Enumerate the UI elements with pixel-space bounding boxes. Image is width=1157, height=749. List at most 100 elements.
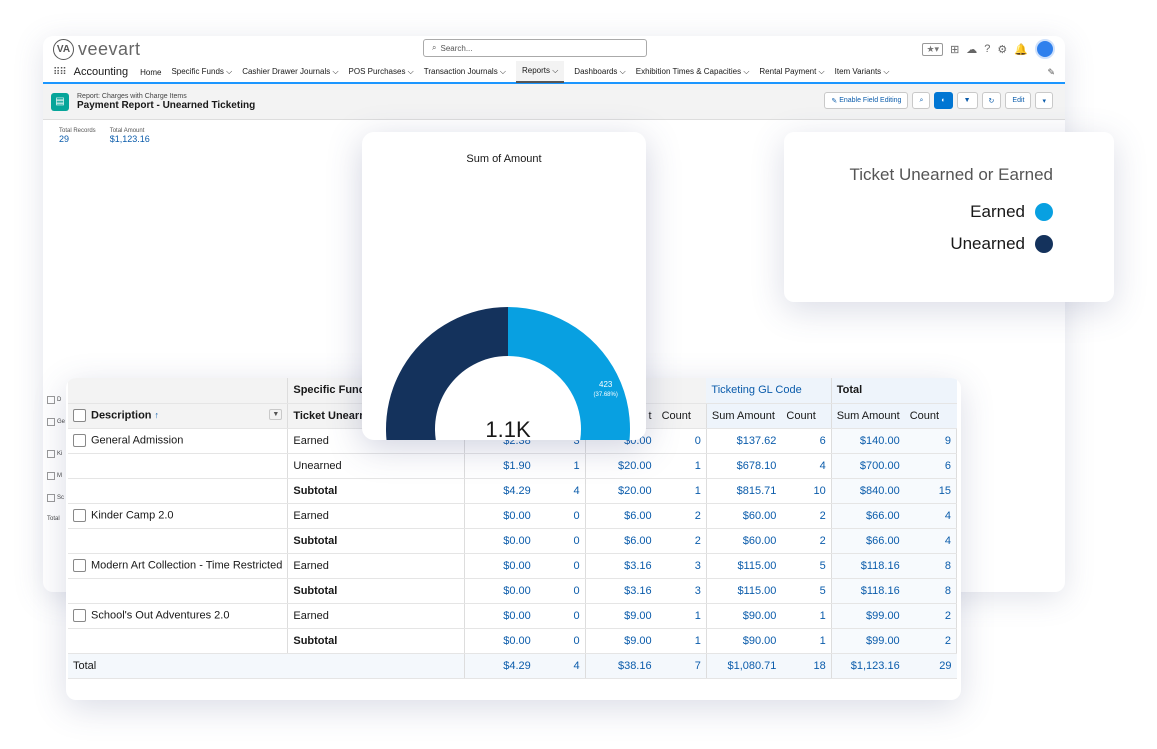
chart-legend-card: Ticket Unearned or Earned Earned Unearne… <box>784 132 1114 302</box>
description-cell[interactable]: Kinder Camp 2.0 <box>68 503 289 529</box>
total-cell: $4.29 <box>464 653 536 679</box>
nav-item-dashboards[interactable]: Dashboards ⌵ <box>574 67 626 76</box>
stub-text: Ki <box>57 451 63 457</box>
value-cell: $6.00 <box>585 528 657 554</box>
filter-button[interactable]: ▼ <box>956 92 978 109</box>
value-cell: $0.00 <box>464 528 536 554</box>
total-amount: Total Amount $1,123.16 <box>110 128 150 144</box>
value-cell: 15 <box>904 478 957 504</box>
ticket-type-cell: Earned <box>287 503 465 529</box>
row-checkbox[interactable] <box>73 434 86 447</box>
value-cell: 1 <box>656 628 707 654</box>
trailhead-icon[interactable]: ☁ <box>966 43 978 56</box>
app-nav-bar: ⠿⠿ Accounting Home Specific Funds ⌵ Cash… <box>43 61 1065 84</box>
search-report-button[interactable]: ⌕ <box>912 92 931 109</box>
donut-slice-earned[interactable] <box>508 307 630 440</box>
edit-button[interactable]: Edit <box>1005 92 1032 109</box>
value-cell: $60.00 <box>706 503 782 529</box>
add-plus-icon[interactable]: ⊞ <box>950 43 960 56</box>
value-cell: $700.00 <box>831 453 905 479</box>
value-cell: 6 <box>781 428 832 454</box>
table-total-row: Total $4.29 4 $38.16 7 $1,080.71 18 $1,1… <box>68 653 957 679</box>
group-header-ticketing-gl-code[interactable]: Ticketing GL Code <box>706 378 832 404</box>
favorites-star-icon[interactable]: ★▾ <box>922 42 944 56</box>
nav-item-cashier-drawer-journals[interactable]: Cashier Drawer Journals ⌵ <box>242 67 339 76</box>
slice-percent-label: (37.68%) <box>594 392 618 398</box>
value-cell: 0 <box>656 428 707 454</box>
table-row: Unearned $1.90 1 $20.00 1 $678.10 4 $700.00 6 <box>68 453 957 479</box>
column-menu-chevron-icon[interactable]: ▼ <box>269 409 283 420</box>
veevart-logo[interactable]: VA veevart <box>53 38 141 60</box>
edit-nav-pencil-icon[interactable]: ✎ <box>1047 67 1055 77</box>
value-cell: 2 <box>781 503 832 529</box>
notifications-bell-icon[interactable]: 🔔 <box>1014 43 1028 56</box>
value-cell: 5 <box>781 578 832 604</box>
row-checkbox[interactable] <box>47 472 55 480</box>
row-checkbox[interactable] <box>73 609 86 622</box>
description-cell[interactable]: School's Out Adventures 2.0 <box>68 603 289 629</box>
ticket-type-cell: Subtotal <box>287 578 465 604</box>
column-header-sum-amount[interactable]: Sum Amount <box>831 403 905 429</box>
value-cell: 3 <box>656 553 707 579</box>
setup-gear-icon[interactable]: ⚙ <box>997 43 1008 56</box>
chart-toggle-button[interactable]: ◐ <box>934 92 953 109</box>
description-cell[interactable]: General Admission <box>68 428 289 454</box>
row-checkbox[interactable] <box>47 494 55 502</box>
value-cell: 2 <box>904 603 957 629</box>
row-checkbox[interactable] <box>47 450 55 458</box>
nav-item-exhibition-times[interactable]: Exhibition Times & Capacities ⌵ <box>635 67 750 76</box>
value-cell: $118.16 <box>831 553 905 579</box>
value-cell: 2 <box>656 528 707 554</box>
app-launcher-waffle-icon[interactable]: ⠿⠿ <box>53 66 67 78</box>
select-all-checkbox[interactable] <box>73 409 86 422</box>
header-icons: ★▾ ⊞ ☁ ? ⚙ 🔔 <box>922 39 1055 59</box>
column-header-description[interactable]: Description ↑ ▼ <box>68 403 289 429</box>
nav-item-rental-payment[interactable]: Rental Payment ⌵ <box>759 67 825 76</box>
legend-item-earned[interactable]: Earned <box>970 202 1053 222</box>
column-header-sum-amount[interactable]: Sum Amount <box>706 403 782 429</box>
value-cell: 1 <box>781 603 832 629</box>
ticket-type-cell: Earned <box>287 603 465 629</box>
nav-item-reports[interactable]: Reports ⌵ <box>515 61 565 83</box>
legend-title: Ticket Unearned or Earned <box>849 165 1053 184</box>
legend-item-unearned[interactable]: Unearned <box>950 234 1053 254</box>
row-checkbox[interactable] <box>47 396 55 404</box>
column-header-count[interactable]: Count <box>656 403 707 429</box>
enable-field-editing-button[interactable]: ✎ Enable Field Editing <box>824 92 909 109</box>
description-text: Kinder Camp 2.0 <box>91 509 174 522</box>
more-actions-button[interactable]: ▾ <box>1035 92 1053 109</box>
column-header-count[interactable]: Count <box>781 403 832 429</box>
row-checkbox[interactable] <box>73 559 86 572</box>
value-cell: 4 <box>535 478 586 504</box>
column-header-count[interactable]: Count <box>904 403 957 429</box>
table-row: School's Out Adventures 2.0 Earned $0.00 0 $… <box>68 603 957 629</box>
nav-item-home[interactable]: Home <box>140 67 162 77</box>
nav-item-pos-purchases[interactable]: POS Purchases ⌵ <box>348 67 414 76</box>
nav-item-transaction-journals[interactable]: Transaction Journals ⌵ <box>423 67 506 76</box>
global-search-input[interactable]: ⌕ Search... <box>423 39 647 57</box>
description-cell <box>68 478 289 504</box>
enable-field-editing-label: Enable Field Editing <box>839 97 902 104</box>
help-question-icon[interactable]: ? <box>984 43 991 55</box>
table-row: Subtotal $0.00 0 $6.00 2 $60.00 2 $66.00 4 <box>68 528 957 554</box>
description-cell <box>68 628 289 654</box>
description-cell[interactable]: Modern Art Collection - Time Restricted <box>68 553 289 579</box>
description-cell <box>68 578 289 604</box>
value-cell: 0 <box>535 603 586 629</box>
total-cell: $1,080.71 <box>706 653 782 679</box>
sort-ascending-icon[interactable]: ↑ <box>154 410 160 421</box>
total-amount-label: Total Amount <box>109 128 145 134</box>
legend-swatch <box>1035 203 1053 221</box>
nav-item-specific-funds[interactable]: Specific Funds ⌵ <box>171 67 233 76</box>
refresh-button[interactable]: ↻ <box>981 92 1002 109</box>
value-cell: $99.00 <box>831 603 905 629</box>
user-avatar[interactable] <box>1035 39 1055 59</box>
row-checkbox[interactable] <box>47 418 55 426</box>
value-cell: $66.00 <box>831 528 905 554</box>
nav-item-item-variants[interactable]: Item Variants ⌵ <box>834 67 890 76</box>
value-cell: $60.00 <box>706 528 782 554</box>
row-checkbox[interactable] <box>73 509 86 522</box>
global-header: VA veevart ⌕ Search... ★▾ ⊞ ☁ ? ⚙ 🔔 <box>43 36 1065 62</box>
donut-slice-unearned[interactable] <box>386 307 593 440</box>
